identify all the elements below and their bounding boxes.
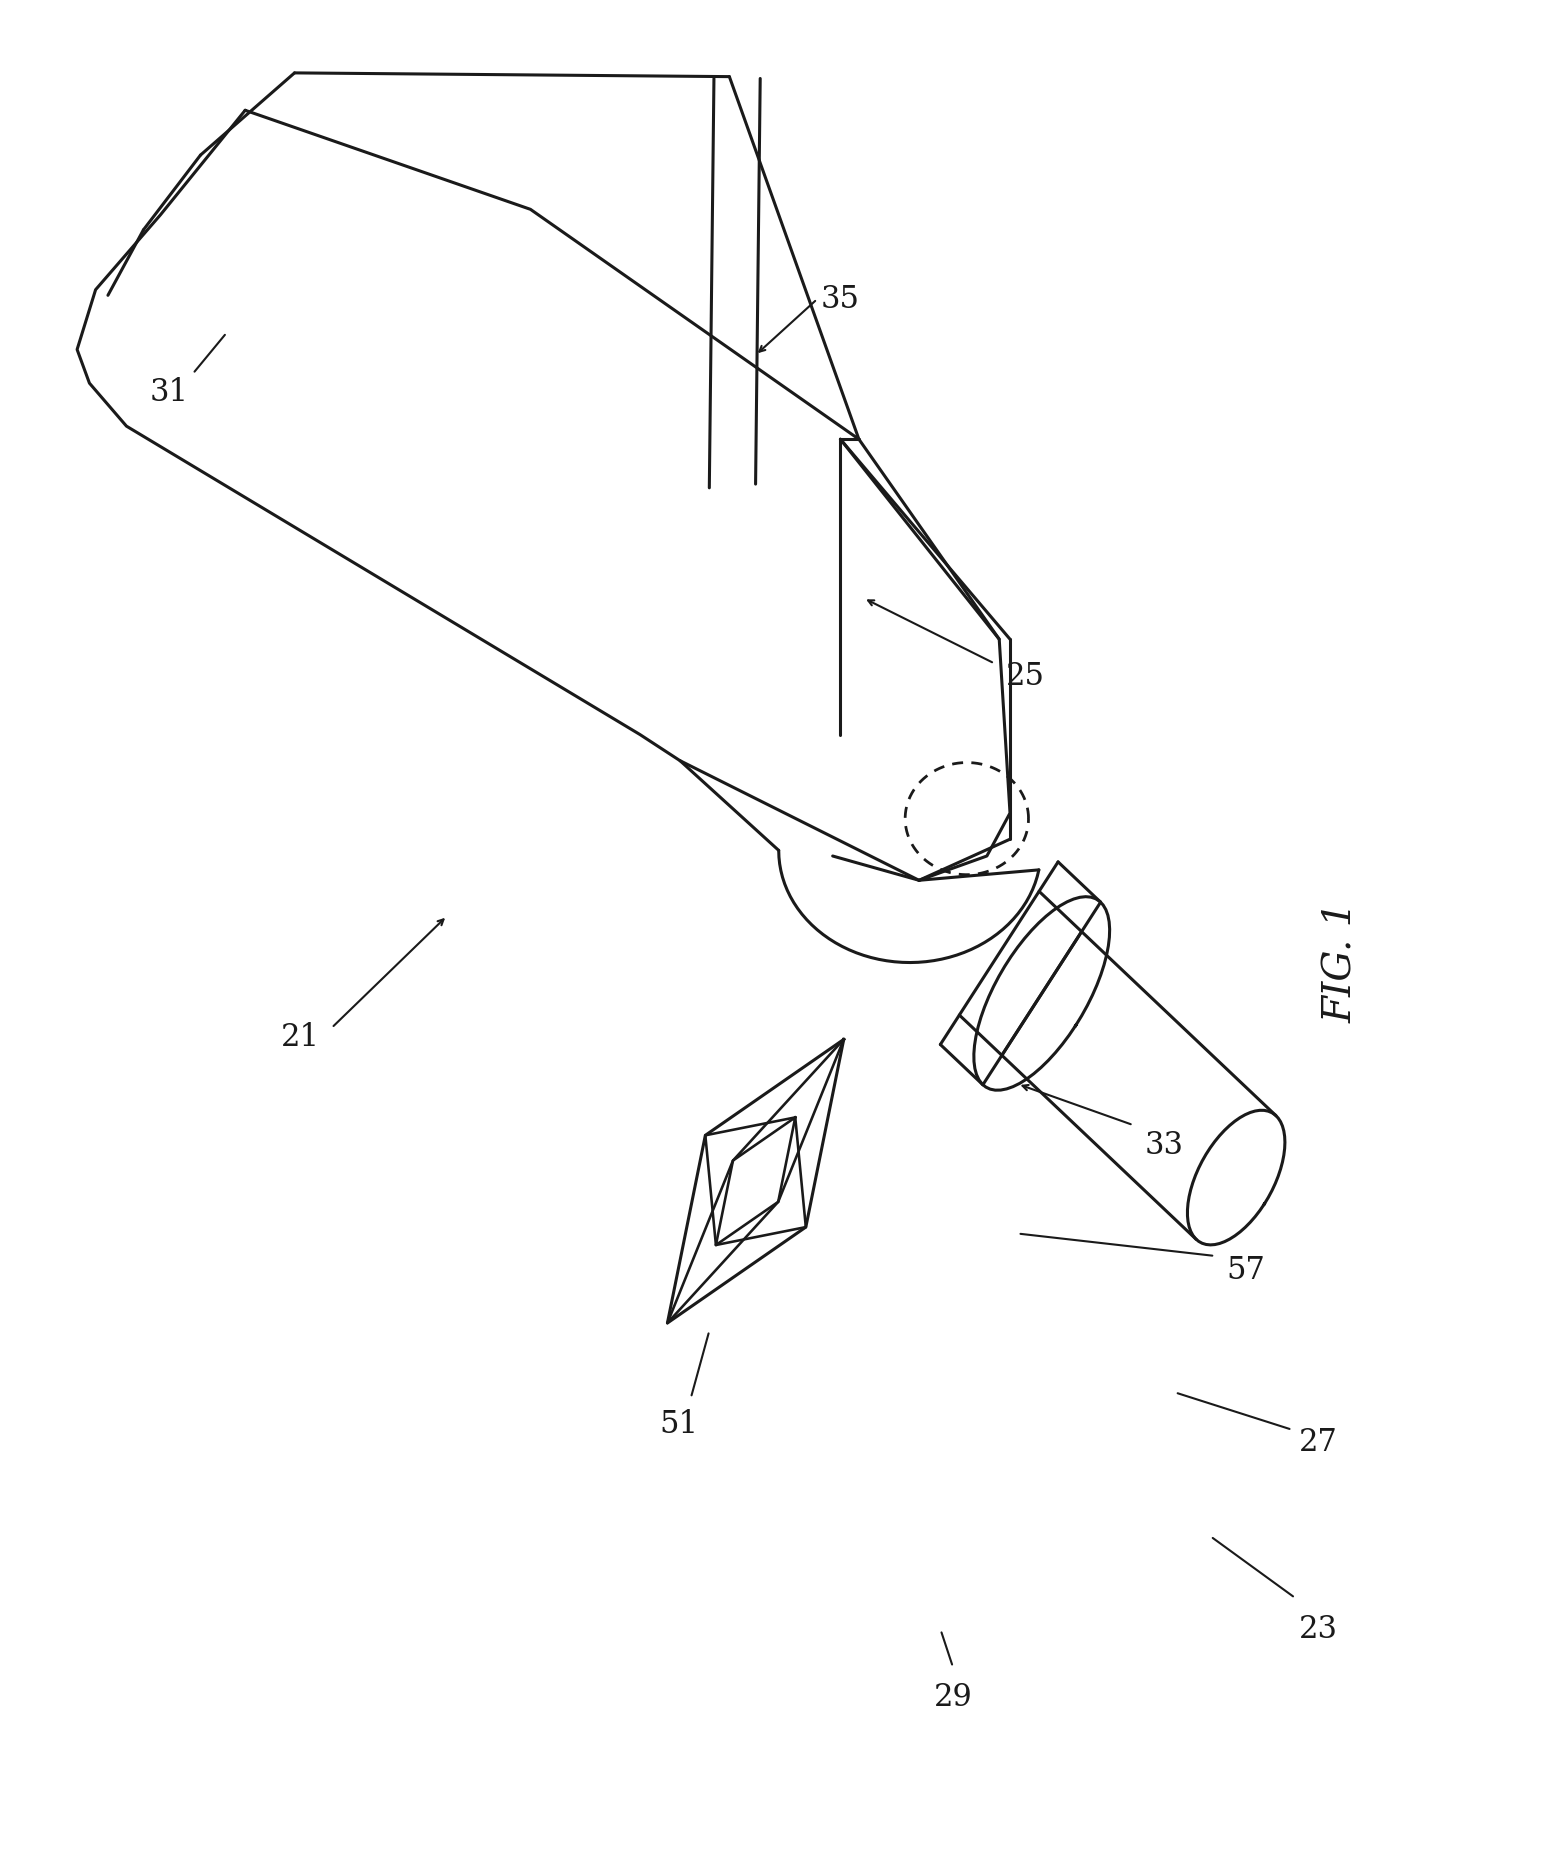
Text: 25: 25 [1005, 662, 1045, 692]
Text: 21: 21 [281, 1022, 321, 1052]
Text: 57: 57 [1226, 1256, 1266, 1286]
Text: 29: 29 [933, 1682, 973, 1712]
Text: 35: 35 [820, 284, 860, 314]
Text: 33: 33 [1144, 1131, 1184, 1161]
Text: 23: 23 [1298, 1615, 1338, 1645]
Text: 27: 27 [1298, 1428, 1338, 1458]
Text: 51: 51 [658, 1409, 699, 1439]
Text: 31: 31 [150, 378, 190, 407]
Text: FIG. 1: FIG. 1 [1323, 901, 1360, 1024]
